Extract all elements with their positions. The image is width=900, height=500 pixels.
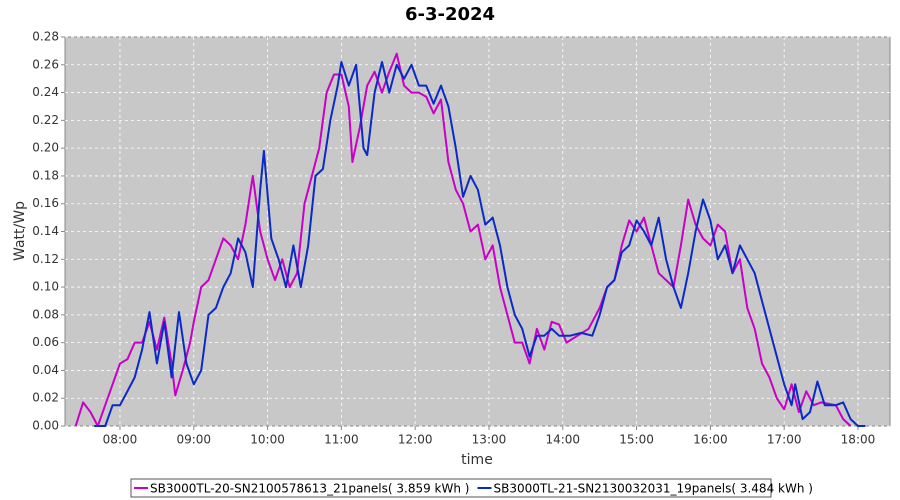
y-tick-label: 0.12 <box>32 252 59 266</box>
x-tick-label: 13:00 <box>472 433 507 447</box>
y-tick-label: 0.24 <box>32 85 59 99</box>
x-tick-label: 09:00 <box>176 433 211 447</box>
y-tick-label: 0.08 <box>32 307 59 321</box>
x-tick-label: 17:00 <box>767 433 802 447</box>
x-tick-label: 16:00 <box>693 433 728 447</box>
y-tick-label: 0.04 <box>32 363 59 377</box>
series-line <box>94 61 866 427</box>
chart-title: 6-3-2024 <box>405 4 495 25</box>
y-axis-label: Watt/Wp <box>12 201 28 261</box>
legend-label: SB3000TL-20-SN2100578613_21panels( 3.859… <box>150 482 469 496</box>
x-tick-label: 14:00 <box>545 433 580 447</box>
legend-box <box>130 478 772 498</box>
legend-label: SB3000TL-21-SN2130032031_19panels( 3.484… <box>493 482 812 496</box>
x-tick-label: 11:00 <box>324 433 359 447</box>
x-tick-label: 10:00 <box>250 433 285 447</box>
x-tick-label: 12:00 <box>398 433 433 447</box>
series-line <box>74 52 852 427</box>
y-tick-label: 0.26 <box>32 57 59 71</box>
x-tick-label: 18:00 <box>841 433 876 447</box>
y-tick-label: 0.18 <box>32 168 59 182</box>
y-tick-label: 0.10 <box>32 280 59 294</box>
x-tick-label: 15:00 <box>619 433 654 447</box>
x-tick-label: 08:00 <box>103 433 138 447</box>
y-tick-label: 0.22 <box>32 113 59 127</box>
y-tick-label: 0.00 <box>32 419 59 433</box>
y-tick-label: 0.20 <box>32 141 59 155</box>
y-tick-label: 0.02 <box>32 391 59 405</box>
y-tick-label: 0.16 <box>32 196 59 210</box>
x-axis-label: time <box>461 452 493 468</box>
y-tick-label: 0.14 <box>32 224 59 238</box>
y-tick-label: 0.06 <box>32 335 59 349</box>
y-tick-label: 0.28 <box>32 30 59 44</box>
